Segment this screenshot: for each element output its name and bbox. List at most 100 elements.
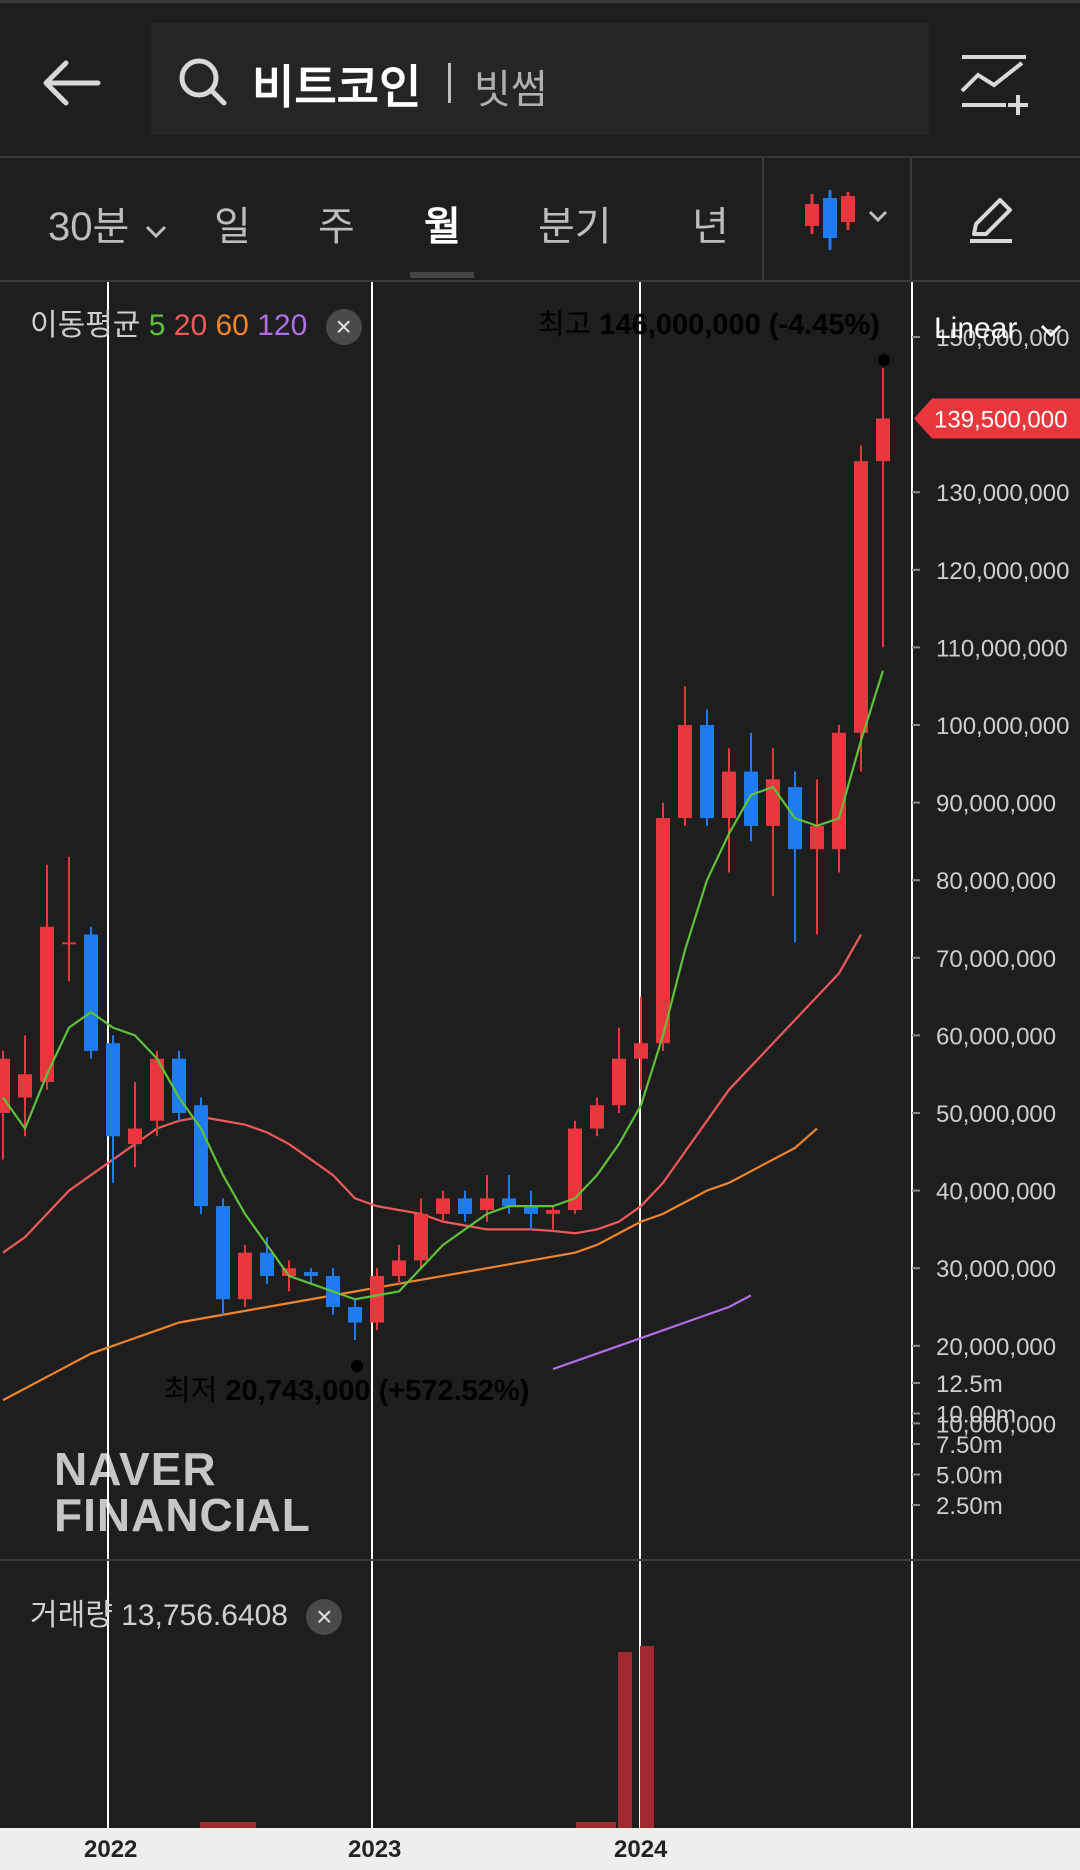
candle-body: [18, 1074, 32, 1098]
candle: [678, 686, 692, 826]
divider: [762, 158, 764, 280]
candle: [348, 1299, 362, 1341]
price-tick-label: 120,000,000: [936, 558, 1069, 585]
ma5-line: [2, 670, 885, 1301]
candle-body: [876, 418, 890, 462]
candle: [106, 1035, 120, 1183]
candle: [370, 1268, 384, 1331]
scale-mode-label: Linear: [934, 312, 1018, 345]
price-tick-label: 10,000,000: [936, 1411, 1056, 1438]
price-tick-label: 20,000,000: [936, 1334, 1056, 1361]
period-month[interactable]: 월: [424, 205, 461, 249]
period-week[interactable]: 주: [318, 205, 355, 249]
candle: [194, 1097, 208, 1214]
candle: [172, 1050, 186, 1121]
exchange-name: 빗썸: [474, 68, 548, 112]
volume-label: 거래량: [30, 1599, 113, 1632]
price-tick-label: 80,000,000: [936, 868, 1056, 895]
candle-body: [348, 1307, 362, 1323]
candle-body: [150, 1058, 164, 1121]
search-box[interactable]: [150, 23, 930, 135]
active-tab-indicator: [410, 272, 474, 278]
ma60-label: 60: [215, 309, 249, 342]
period-year[interactable]: 년: [692, 205, 729, 249]
candle: [876, 368, 890, 648]
candle: [810, 779, 824, 935]
candle: [502, 1175, 516, 1214]
current-price-tag: [914, 398, 1080, 439]
volume-bar: [576, 1822, 616, 1828]
high-annotation: 최고 146,000,000 (-4.45%): [538, 309, 880, 341]
scale-mode-dropdown[interactable]: Linear: [934, 312, 1062, 346]
volume-tick-label: 12.5m: [936, 1371, 1003, 1398]
candle-body: [0, 1058, 10, 1113]
chevron-down-icon: [146, 225, 167, 239]
candle-body: [744, 771, 758, 826]
candle-body: [590, 1105, 604, 1129]
candle: [458, 1190, 472, 1222]
volume-tick-label: 2.50m: [936, 1493, 1003, 1520]
remove-ma-close-icon[interactable]: ×: [325, 309, 362, 346]
candle: [216, 1198, 230, 1315]
candle-body: [128, 1128, 142, 1145]
volume-tick-label: 5.00m: [936, 1463, 1003, 1490]
ma-label: 이동평균: [30, 309, 141, 342]
high-marker: [878, 354, 890, 367]
candle-body: [370, 1275, 384, 1323]
asset-title[interactable]: 비트코인: [252, 61, 422, 113]
price-tick-label: 110,000,000: [936, 635, 1068, 662]
volume-tick-label: 10.00m: [936, 1402, 1016, 1429]
candle-body: [414, 1213, 428, 1261]
candle: [238, 1244, 252, 1307]
candle: [524, 1190, 538, 1230]
candle: [414, 1198, 428, 1269]
period-30min[interactable]: 30분: [48, 194, 168, 252]
candle-body: [524, 1206, 538, 1214]
candle: [722, 748, 736, 873]
candle: [392, 1244, 406, 1284]
candle-body: [40, 926, 54, 1082]
period-30min-label: 30분: [48, 205, 130, 249]
remove-volume-close-icon[interactable]: ×: [306, 1599, 343, 1636]
top-bar: 비트코인 빗썸: [0, 0, 1080, 158]
pencil-draw-icon[interactable]: [966, 194, 1016, 244]
candle: [18, 1035, 32, 1137]
candlestick-type-icon[interactable]: [800, 188, 892, 252]
candle: [0, 1050, 10, 1160]
candle: [700, 709, 714, 826]
search-icon: [179, 58, 227, 106]
back-arrow-icon[interactable]: [36, 47, 108, 119]
candle-body: [392, 1260, 406, 1276]
candle: [436, 1190, 450, 1222]
candle-body: [106, 1043, 120, 1137]
ma120-line: [552, 1294, 752, 1371]
compare-chart-add-icon[interactable]: [960, 53, 1030, 115]
candle: [546, 1206, 560, 1230]
candle-body: [832, 732, 846, 850]
period-selector-bar: 30분 일 주 월 분기 년: [0, 158, 1080, 282]
price-tick-label: 40,000,000: [936, 1179, 1056, 1206]
price-tick-label: 90,000,000: [936, 791, 1056, 818]
candle-body: [568, 1128, 582, 1210]
x-tick-label: 2024: [614, 1836, 668, 1863]
period-quarter[interactable]: 분기: [538, 205, 612, 249]
price-tick-label: 130,000,000: [936, 480, 1069, 507]
candle-body: [700, 725, 714, 819]
candle-body: [502, 1198, 516, 1207]
candle: [62, 856, 76, 982]
volume-bar: [618, 1652, 632, 1828]
period-day[interactable]: 일: [214, 205, 251, 249]
ma20-line: [2, 933, 862, 1254]
candle-body: [172, 1058, 186, 1113]
candle-body: [612, 1058, 626, 1106]
candle-body: [194, 1105, 208, 1207]
candle: [656, 802, 670, 1051]
candle-body: [722, 771, 736, 819]
candle-body: [480, 1198, 494, 1210]
time-axis: 2022 2023 2024: [0, 1828, 1080, 1870]
candle-body: [62, 942, 76, 945]
candle-body: [546, 1210, 560, 1214]
divider: [910, 158, 912, 280]
candle: [84, 926, 98, 1059]
naver-financial-logo: NAVER FINANCIAL: [54, 1443, 311, 1541]
